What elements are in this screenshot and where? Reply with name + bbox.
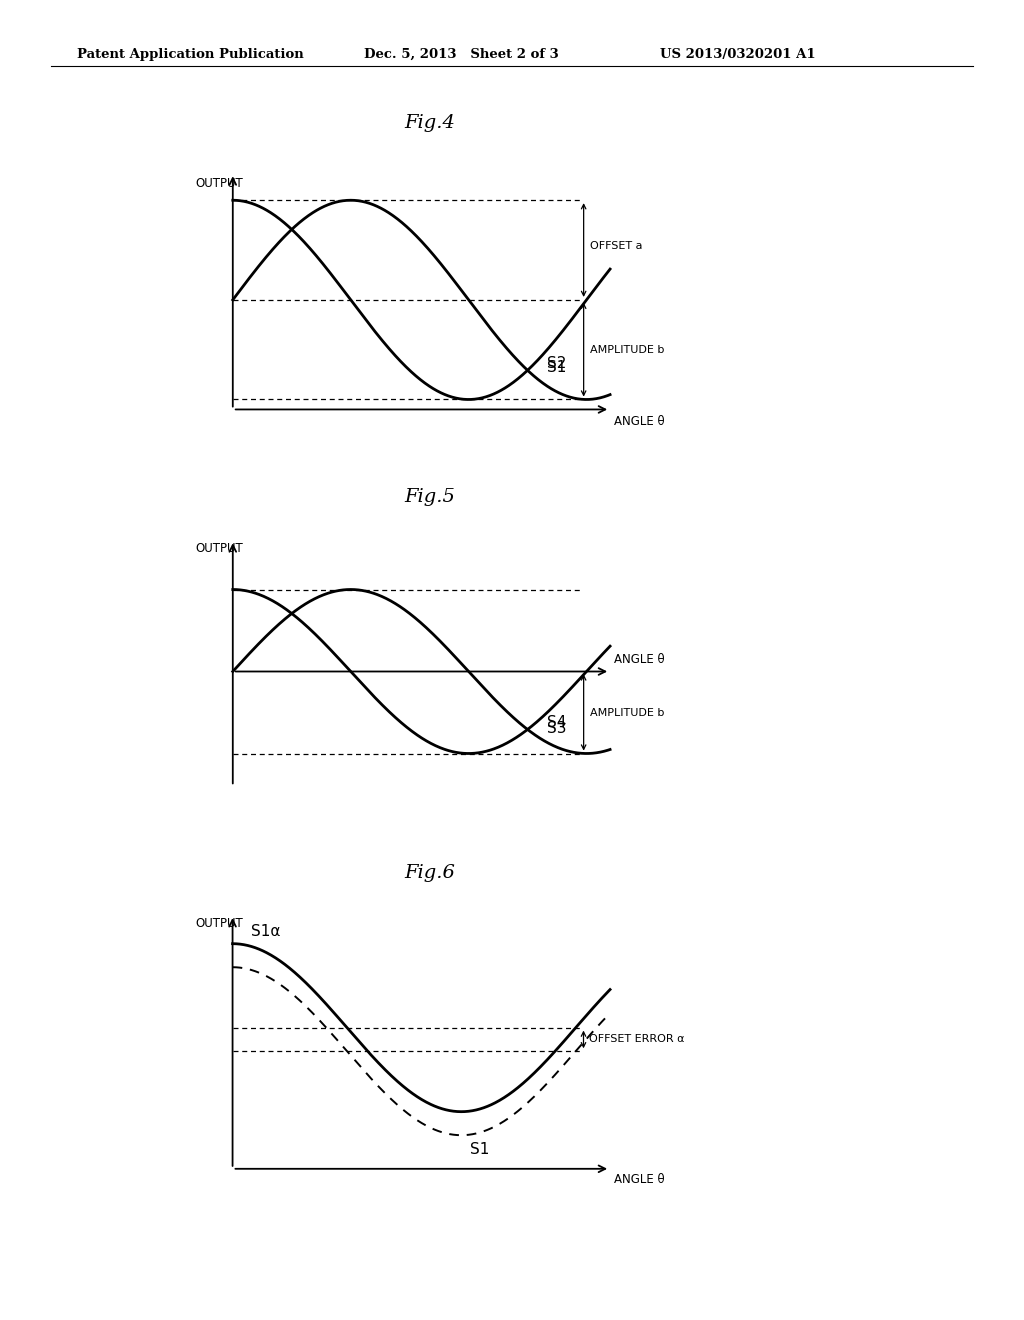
Text: OUTPUT: OUTPUT	[196, 543, 243, 554]
Text: Dec. 5, 2013   Sheet 2 of 3: Dec. 5, 2013 Sheet 2 of 3	[364, 48, 558, 61]
Text: OFFSET a: OFFSET a	[590, 242, 642, 251]
Text: AMPLITUDE b: AMPLITUDE b	[590, 345, 664, 355]
Text: Fig.6: Fig.6	[404, 863, 456, 882]
Text: OUTPUT: OUTPUT	[196, 917, 244, 931]
Text: S1: S1	[470, 1142, 489, 1156]
Text: ANGLE θ: ANGLE θ	[613, 416, 665, 429]
Text: S2: S2	[547, 356, 566, 371]
Text: S3: S3	[547, 721, 566, 735]
Text: S1α: S1α	[251, 924, 281, 940]
Text: US 2013/0320201 A1: US 2013/0320201 A1	[660, 48, 816, 61]
Text: Fig.4: Fig.4	[404, 114, 456, 132]
Text: S1: S1	[547, 359, 566, 375]
Text: AMPLITUDE b: AMPLITUDE b	[590, 708, 664, 718]
Text: OUTPUT: OUTPUT	[196, 177, 243, 190]
Text: OFFSET ERROR α: OFFSET ERROR α	[590, 1035, 685, 1044]
Text: S4: S4	[547, 715, 566, 730]
Text: Patent Application Publication: Patent Application Publication	[77, 48, 303, 61]
Text: ANGLE θ: ANGLE θ	[613, 653, 665, 665]
Text: Fig.5: Fig.5	[404, 487, 456, 506]
Text: ANGLE θ: ANGLE θ	[613, 1173, 665, 1185]
